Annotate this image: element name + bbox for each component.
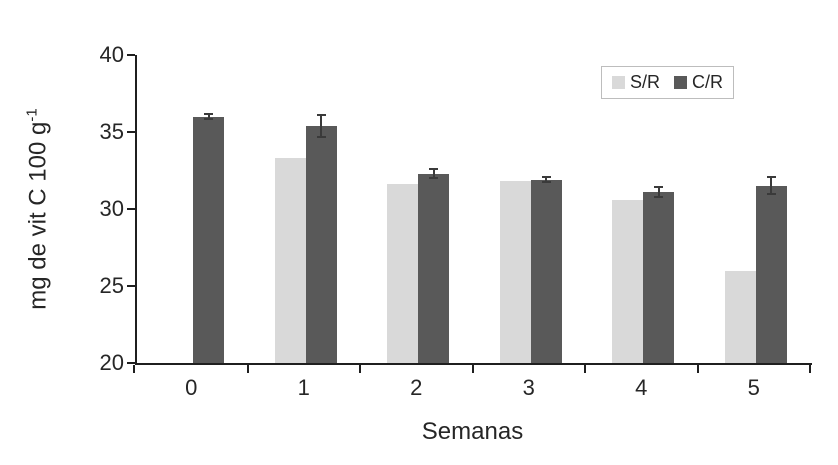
bar-sr-week-3 xyxy=(499,181,531,363)
bar-sr-week-2 xyxy=(387,184,419,363)
bar-cr-week-5 xyxy=(755,185,787,363)
error-bar-cap xyxy=(204,113,214,116)
bar-sr-week-5 xyxy=(724,270,756,363)
legend-label: S/R xyxy=(630,72,661,92)
legend-swatch-sr xyxy=(612,76,625,89)
y-tick-label: 40 xyxy=(99,42,124,67)
error-bar-cap xyxy=(204,117,214,120)
y-axis-tick-mark xyxy=(127,131,135,133)
bar-sr-week-1 xyxy=(274,158,306,363)
plot-area xyxy=(135,55,812,365)
bar-cr-week-2 xyxy=(418,173,450,363)
bar-cr-week-0 xyxy=(193,116,225,363)
x-category-label: 5 xyxy=(747,375,760,400)
error-bar-cap xyxy=(541,176,551,179)
x-axis-tick-mark xyxy=(133,365,135,373)
y-tick-label: 20 xyxy=(99,350,124,375)
error-bar-cap xyxy=(541,181,551,184)
legend-item-sr: S/R xyxy=(612,72,660,93)
error-bar-cap xyxy=(766,176,776,179)
bar-cr-week-1 xyxy=(305,125,337,363)
x-axis-title: Semanas xyxy=(421,418,524,445)
legend-item-cr: C/R xyxy=(674,72,723,93)
x-axis-tick-mark xyxy=(809,365,811,373)
y-tick-label: 30 xyxy=(99,196,124,221)
y-tick-label: 35 xyxy=(99,119,124,144)
bar-sr-week-4 xyxy=(612,199,644,363)
error-bar-cap xyxy=(316,114,326,117)
legend-label: C/R xyxy=(692,72,724,92)
error-bar xyxy=(432,168,435,179)
y-axis-tick-mark xyxy=(127,285,135,287)
error-bar xyxy=(657,186,660,198)
x-category-label: 1 xyxy=(297,375,310,400)
x-axis-tick-mark xyxy=(246,365,249,373)
y-tick-label: 25 xyxy=(99,273,124,298)
error-bar-cap xyxy=(316,135,326,138)
legend-swatch-cr xyxy=(674,76,688,89)
x-axis-tick-mark xyxy=(584,365,586,373)
error-bar-cap xyxy=(429,167,439,170)
error-bar-cap xyxy=(766,193,776,196)
legend: S/R C/R xyxy=(601,66,735,99)
x-category-label: 4 xyxy=(635,375,648,400)
error-bar xyxy=(207,114,210,119)
bar-cr-week-4 xyxy=(643,192,675,363)
error-bar xyxy=(545,177,548,183)
error-bar xyxy=(770,177,773,195)
x-axis-tick-mark xyxy=(471,365,474,373)
bar-cr-week-3 xyxy=(530,179,562,363)
x-category-label: 0 xyxy=(185,375,198,400)
y-axis-title-text: mg de vit C 100 g xyxy=(24,121,52,310)
x-axis-tick-mark xyxy=(359,365,361,373)
x-category-label: 2 xyxy=(410,375,423,400)
error-bar-cap xyxy=(429,177,439,180)
y-axis-tick-mark xyxy=(127,54,135,56)
y-axis-title-superscript: -1 xyxy=(23,108,41,122)
error-bar-cap xyxy=(654,196,664,199)
y-axis-tick-mark xyxy=(127,208,135,210)
error-bar xyxy=(320,115,323,137)
error-bar-cap xyxy=(654,185,664,188)
y-axis-title: mg de vit C 100 g-1 xyxy=(24,108,53,309)
y-axis-tick-mark xyxy=(127,362,135,364)
x-axis-tick-mark xyxy=(696,365,699,373)
x-category-label: 3 xyxy=(522,375,535,400)
